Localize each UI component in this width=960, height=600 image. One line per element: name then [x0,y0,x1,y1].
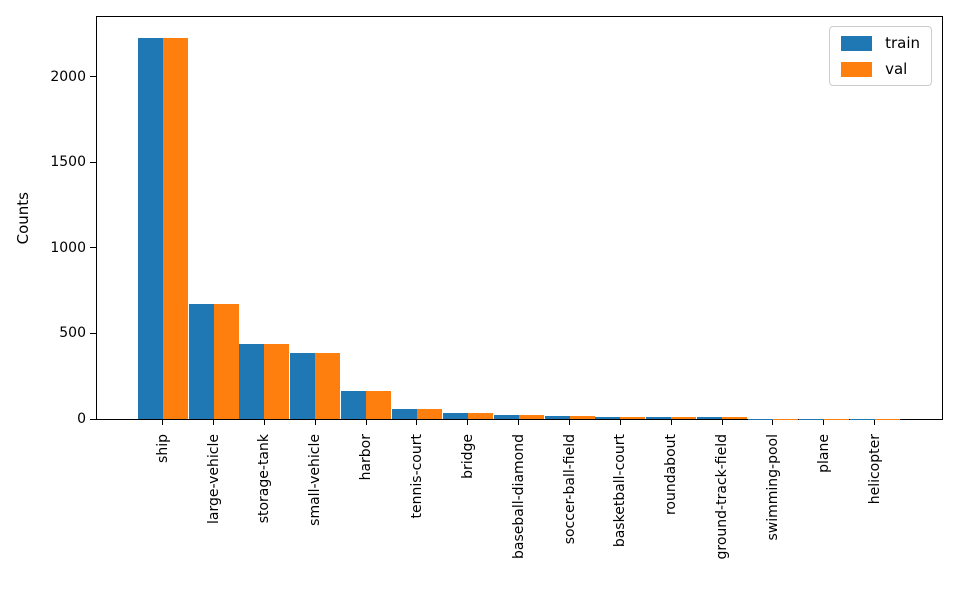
ytick-mark-0 [90,418,96,420]
xtick-mark-storage-tank [263,420,265,425]
xtick-mark-baseball-diamond [518,420,520,425]
bar-train-roundabout [646,417,672,419]
bar-train-soccer-ball-field [544,415,570,419]
bar-train-small-vehicle [290,353,316,419]
xtick-label-soccer-ball-field: soccer-ball-field [561,434,578,545]
ytick-mark-1500 [90,161,96,163]
xtick-label-plane: plane [815,434,832,473]
y-axis-label-text: Counts [14,191,32,245]
legend-item-val: val [841,61,920,77]
xtick-label-swimming-pool: swimming-pool [764,434,781,541]
ytick-label-2000: 2000 [50,68,86,85]
bar-val-large-vehicle [213,303,239,419]
xtick-label-ship: ship [154,434,171,463]
xtick-label-bridge: bridge [459,434,476,479]
xtick-mark-swimming-pool [772,420,774,425]
xtick-label-helicopter: helicopter [866,434,883,505]
xtick-label-baseball-diamond: baseball-diamond [510,434,527,559]
legend: train val [829,26,932,86]
xtick-label-small-vehicle: small-vehicle [307,434,324,526]
bar-val-soccer-ball-field [569,415,595,419]
bar-val-small-vehicle [315,353,341,419]
bar-val-ship [162,38,188,419]
bar-train-ship [137,38,163,419]
bar-train-basketball-court [595,416,621,419]
bar-train-ground-track-field [697,416,723,419]
bar-train-bridge [442,413,468,419]
xtick-mark-bridge [467,420,469,425]
bar-train-large-vehicle [188,303,214,419]
xtick-mark-small-vehicle [314,420,316,425]
xtick-label-basketball-court: basketball-court [612,434,629,548]
legend-swatch-val [841,61,873,77]
xtick-mark-large-vehicle [213,420,215,425]
bar-val-harbor [366,390,392,419]
xtick-mark-plane [823,420,825,425]
ytick-mark-2000 [90,76,96,78]
xtick-label-tennis-court: tennis-court [408,434,425,519]
plot-area: train val [96,16,943,420]
ytick-label-500: 500 [59,325,86,342]
bar-val-tennis-court [416,409,442,419]
ytick-label-0: 0 [77,411,86,427]
xtick-mark-helicopter [874,420,876,425]
bar-train-tennis-court [391,409,417,419]
xtick-label-ground-track-field: ground-track-field [714,434,731,560]
xtick-mark-ground-track-field [721,420,723,425]
ytick-label-1500: 1500 [50,154,86,171]
bar-val-storage-tank [264,343,290,419]
bar-train-storage-tank [239,343,265,419]
bars-layer [97,17,942,419]
ytick-mark-500 [90,332,96,334]
bar-val-baseball-diamond [518,415,544,419]
bar-train-baseball-diamond [493,415,519,419]
xtick-label-roundabout: roundabout [663,434,680,516]
legend-label-train: train [885,34,920,52]
xtick-mark-soccer-ball-field [569,420,570,425]
legend-item-train: train [841,35,920,51]
ytick-label-1000: 1000 [50,239,86,256]
xtick-label-large-vehicle: large-vehicle [205,434,222,525]
bar-val-ground-track-field [722,416,748,419]
legend-label-val: val [885,60,908,78]
xtick-label-harbor: harbor [358,434,375,481]
xtick-mark-basketball-court [619,420,621,425]
bar-train-harbor [341,390,367,419]
bar-val-roundabout [671,417,697,419]
xtick-mark-roundabout [670,420,672,425]
xtick-mark-harbor [365,420,367,425]
xtick-label-storage-tank: storage-tank [256,434,273,524]
bar-val-bridge [467,413,493,419]
legend-swatch-train [841,35,873,51]
xtick-mark-ship [162,420,164,425]
xtick-mark-tennis-court [416,420,418,425]
ytick-mark-1000 [90,247,96,249]
bar-val-basketball-court [620,416,646,419]
